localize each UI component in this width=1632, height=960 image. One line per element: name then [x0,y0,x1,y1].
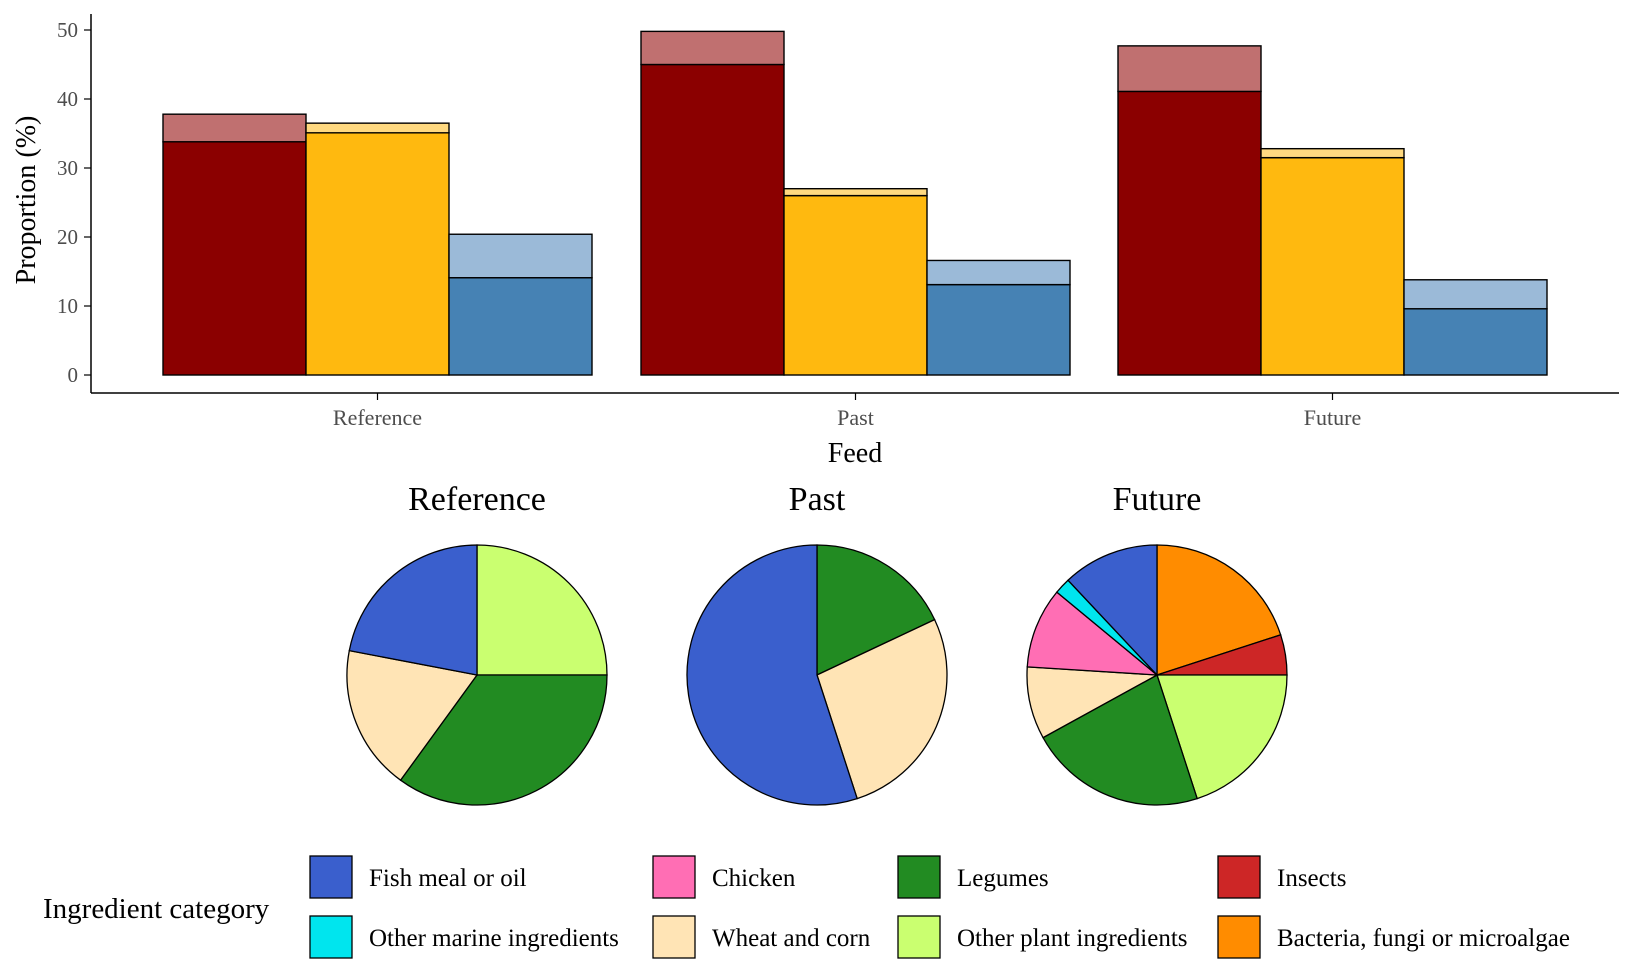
bar-base [783,194,928,376]
legend-swatch [897,915,941,959]
bar-top [640,30,785,66]
legend-swatch [1217,855,1261,899]
legend-label: Legumes [957,865,1049,892]
bar-base [1260,156,1405,376]
bar-base [640,63,785,376]
bar-top [1403,279,1548,310]
pie-slice [476,544,608,676]
bar-top [162,113,307,143]
pie-slice [346,649,479,782]
legend-label: Wheat and corn [712,925,871,952]
x-tick-label: Future [1304,405,1361,430]
y-tick-label: 20 [57,225,78,249]
x-axis-title: Feed [828,438,882,469]
y-axis-title: Proportion (%) [11,116,42,285]
pie-slice [1042,674,1198,806]
legend: Ingredient category Fish meal or oil Chic… [43,855,1570,959]
bar-top [305,122,450,134]
y-axis-ticks: 0 10 20 30 40 50 [57,18,91,387]
legend-swatch [897,855,941,899]
legend-label: Other marine ingredients [369,925,619,952]
pie-slice [1026,591,1159,676]
pie-slice [816,618,948,800]
legend-item: Wheat and corn [652,915,871,959]
bar-base [1117,90,1262,376]
x-tick-label: Past [837,405,874,430]
bar-top [783,187,928,197]
y-tick-label: 10 [57,294,78,318]
pie-slice [1067,544,1158,677]
pie-slice [399,674,608,806]
legend-label: Chicken [712,865,796,892]
legend-swatch [1217,915,1261,959]
legend-item: Fish meal or oil [309,855,527,899]
bar-top [926,259,1071,286]
pie-chart: Past [686,481,948,806]
pie-slice [1156,674,1288,800]
legend-items: Fish meal or oil Chicken Legumes Insects Oth… [309,855,1570,959]
legend-item: Insects [1217,855,1346,899]
pie-charts: Reference Past Future [346,481,1288,806]
bar-top [1117,45,1262,93]
legend-label: Bacteria, fungi or microalgae [1277,925,1570,952]
pie-slice [1156,544,1282,676]
bar-top [448,233,593,279]
pie-chart: Future [1026,481,1288,806]
legend-label: Insects [1277,865,1346,892]
legend-label: Other plant ingredients [957,925,1188,952]
legend-item: Other plant ingredients [897,915,1188,959]
x-tick-label: Reference [333,405,422,430]
x-axis-ticks: Reference Past Future [333,393,1361,430]
bar-base [926,283,1071,376]
legend-item: Other marine ingredients [309,915,619,959]
bar-base [1403,308,1548,376]
pie-slice [686,544,858,806]
legend-swatch [652,915,696,959]
legend-item: Chicken [652,855,796,899]
legend-swatch [309,915,353,959]
bar-base [448,277,593,376]
pie-slice [816,544,936,677]
legend-item: Bacteria, fungi or microalgae [1217,915,1570,959]
legend-title: Ingredient category [43,893,270,925]
pie-slice [348,544,478,676]
legend-swatch [309,855,353,899]
y-tick-label: 30 [57,156,78,180]
legend-item: Legumes [897,855,1049,899]
pie-chart: Reference [346,481,608,806]
bar-top [1260,147,1405,159]
bar-plot-area [162,30,1548,376]
pie-title: Reference [408,481,546,518]
bar-base [162,141,307,376]
y-tick-label: 50 [57,18,78,42]
legend-swatch [652,855,696,899]
bar-chart: 0 10 20 30 40 50 Reference Past Future Feed Pro… [11,14,1619,469]
pie-title: Past [789,481,846,518]
pie-title: Future [1113,481,1202,518]
y-tick-label: 40 [57,87,78,111]
bar-base [305,132,450,376]
legend-label: Fish meal or oil [369,865,527,892]
y-tick-label: 0 [68,363,79,387]
